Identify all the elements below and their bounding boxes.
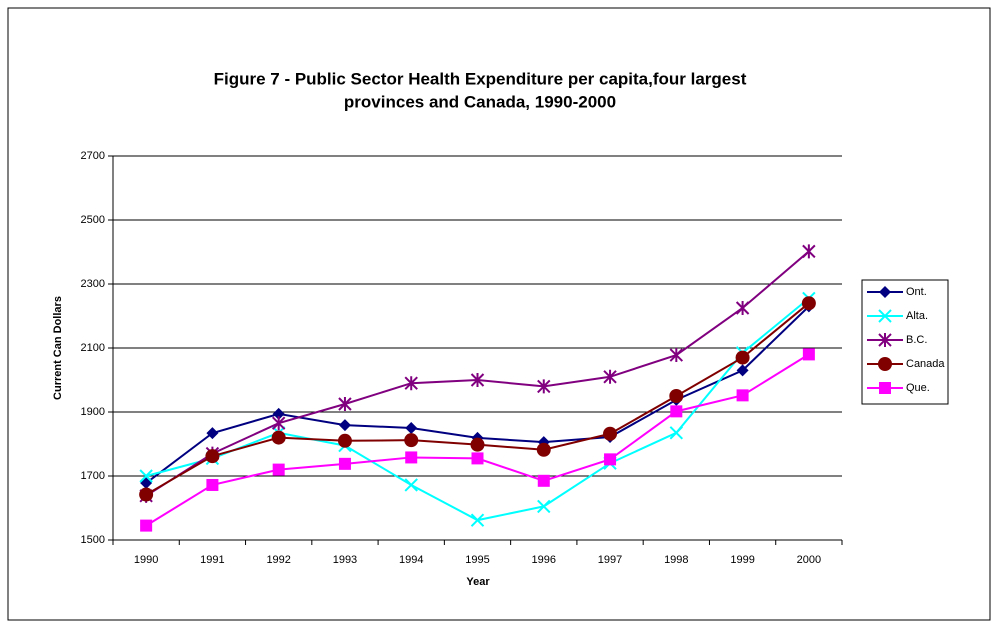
y-tick-label: 2500: [81, 214, 105, 226]
marker: [405, 451, 418, 464]
x-tick-label: 1995: [465, 554, 489, 566]
marker: [404, 478, 418, 492]
marker: [140, 519, 153, 532]
chart-title: provinces and Canada, 1990-2000: [344, 92, 616, 111]
y-tick-label: 1700: [81, 470, 105, 482]
marker: [206, 427, 219, 440]
marker: [537, 474, 550, 487]
marker: [603, 369, 617, 384]
marker: [736, 389, 749, 402]
marker: [669, 348, 684, 363]
marker: [470, 373, 485, 387]
marker: [405, 422, 418, 434]
legend-label: Ont.: [906, 286, 927, 298]
marker: [470, 437, 485, 452]
marker: [338, 457, 351, 470]
legend-box: [861, 279, 949, 405]
marker: [669, 389, 684, 403]
y-tick-label: 1900: [81, 406, 105, 418]
marker: [537, 379, 551, 394]
x-tick-label: 1991: [200, 554, 224, 566]
marker: [205, 449, 220, 464]
y-tick-label: 2300: [81, 278, 105, 290]
marker: [139, 469, 153, 483]
marker: [603, 426, 618, 441]
y-tick-label: 1500: [81, 534, 105, 546]
legend-label: Que.: [906, 382, 930, 394]
marker: [670, 405, 683, 418]
legend-label: Alta.: [906, 310, 928, 322]
marker: [735, 350, 750, 365]
marker: [735, 301, 750, 315]
y-axis-title: Current Can Dollars: [52, 296, 64, 400]
x-tick-label: 1993: [333, 554, 357, 566]
marker: [736, 364, 749, 377]
marker: [337, 433, 352, 448]
marker: [271, 430, 286, 445]
legend-marker: [879, 382, 891, 394]
x-tick-label: 1998: [664, 554, 688, 566]
legend-marker: [878, 333, 892, 347]
x-tick-label: 1992: [266, 554, 290, 566]
legend-marker: [878, 357, 892, 371]
legend-marker: [879, 286, 891, 298]
x-tick-label: 1999: [730, 554, 754, 566]
x-tick-label: 1997: [598, 554, 622, 566]
marker: [338, 397, 352, 411]
y-tick-label: 2700: [81, 150, 105, 162]
x-tick-label: 1990: [134, 554, 158, 566]
chart-title: Figure 7 - Public Sector Health Expendit…: [214, 69, 747, 88]
marker: [604, 453, 617, 466]
x-tick-label: 1996: [532, 554, 556, 566]
marker: [536, 442, 551, 457]
marker: [404, 433, 419, 448]
marker: [139, 487, 154, 502]
marker: [801, 296, 816, 311]
marker: [669, 426, 684, 440]
chart-border: [7, 7, 991, 621]
marker: [404, 376, 418, 391]
legend-label: B.C.: [906, 334, 927, 346]
marker: [272, 407, 285, 420]
x-axis-title: Year: [466, 576, 490, 588]
marker: [271, 416, 286, 431]
marker: [537, 499, 551, 514]
marker: [338, 419, 351, 432]
legend-label: Canada: [906, 358, 945, 370]
marker: [802, 244, 816, 259]
marker: [470, 513, 485, 527]
marker: [206, 478, 219, 491]
legend-marker: [878, 309, 892, 323]
x-tick-label: 2000: [797, 554, 821, 566]
y-tick-label: 2100: [81, 342, 105, 354]
marker: [802, 348, 815, 361]
marker: [471, 452, 484, 465]
x-tick-label: 1994: [399, 554, 423, 566]
marker: [272, 463, 285, 476]
